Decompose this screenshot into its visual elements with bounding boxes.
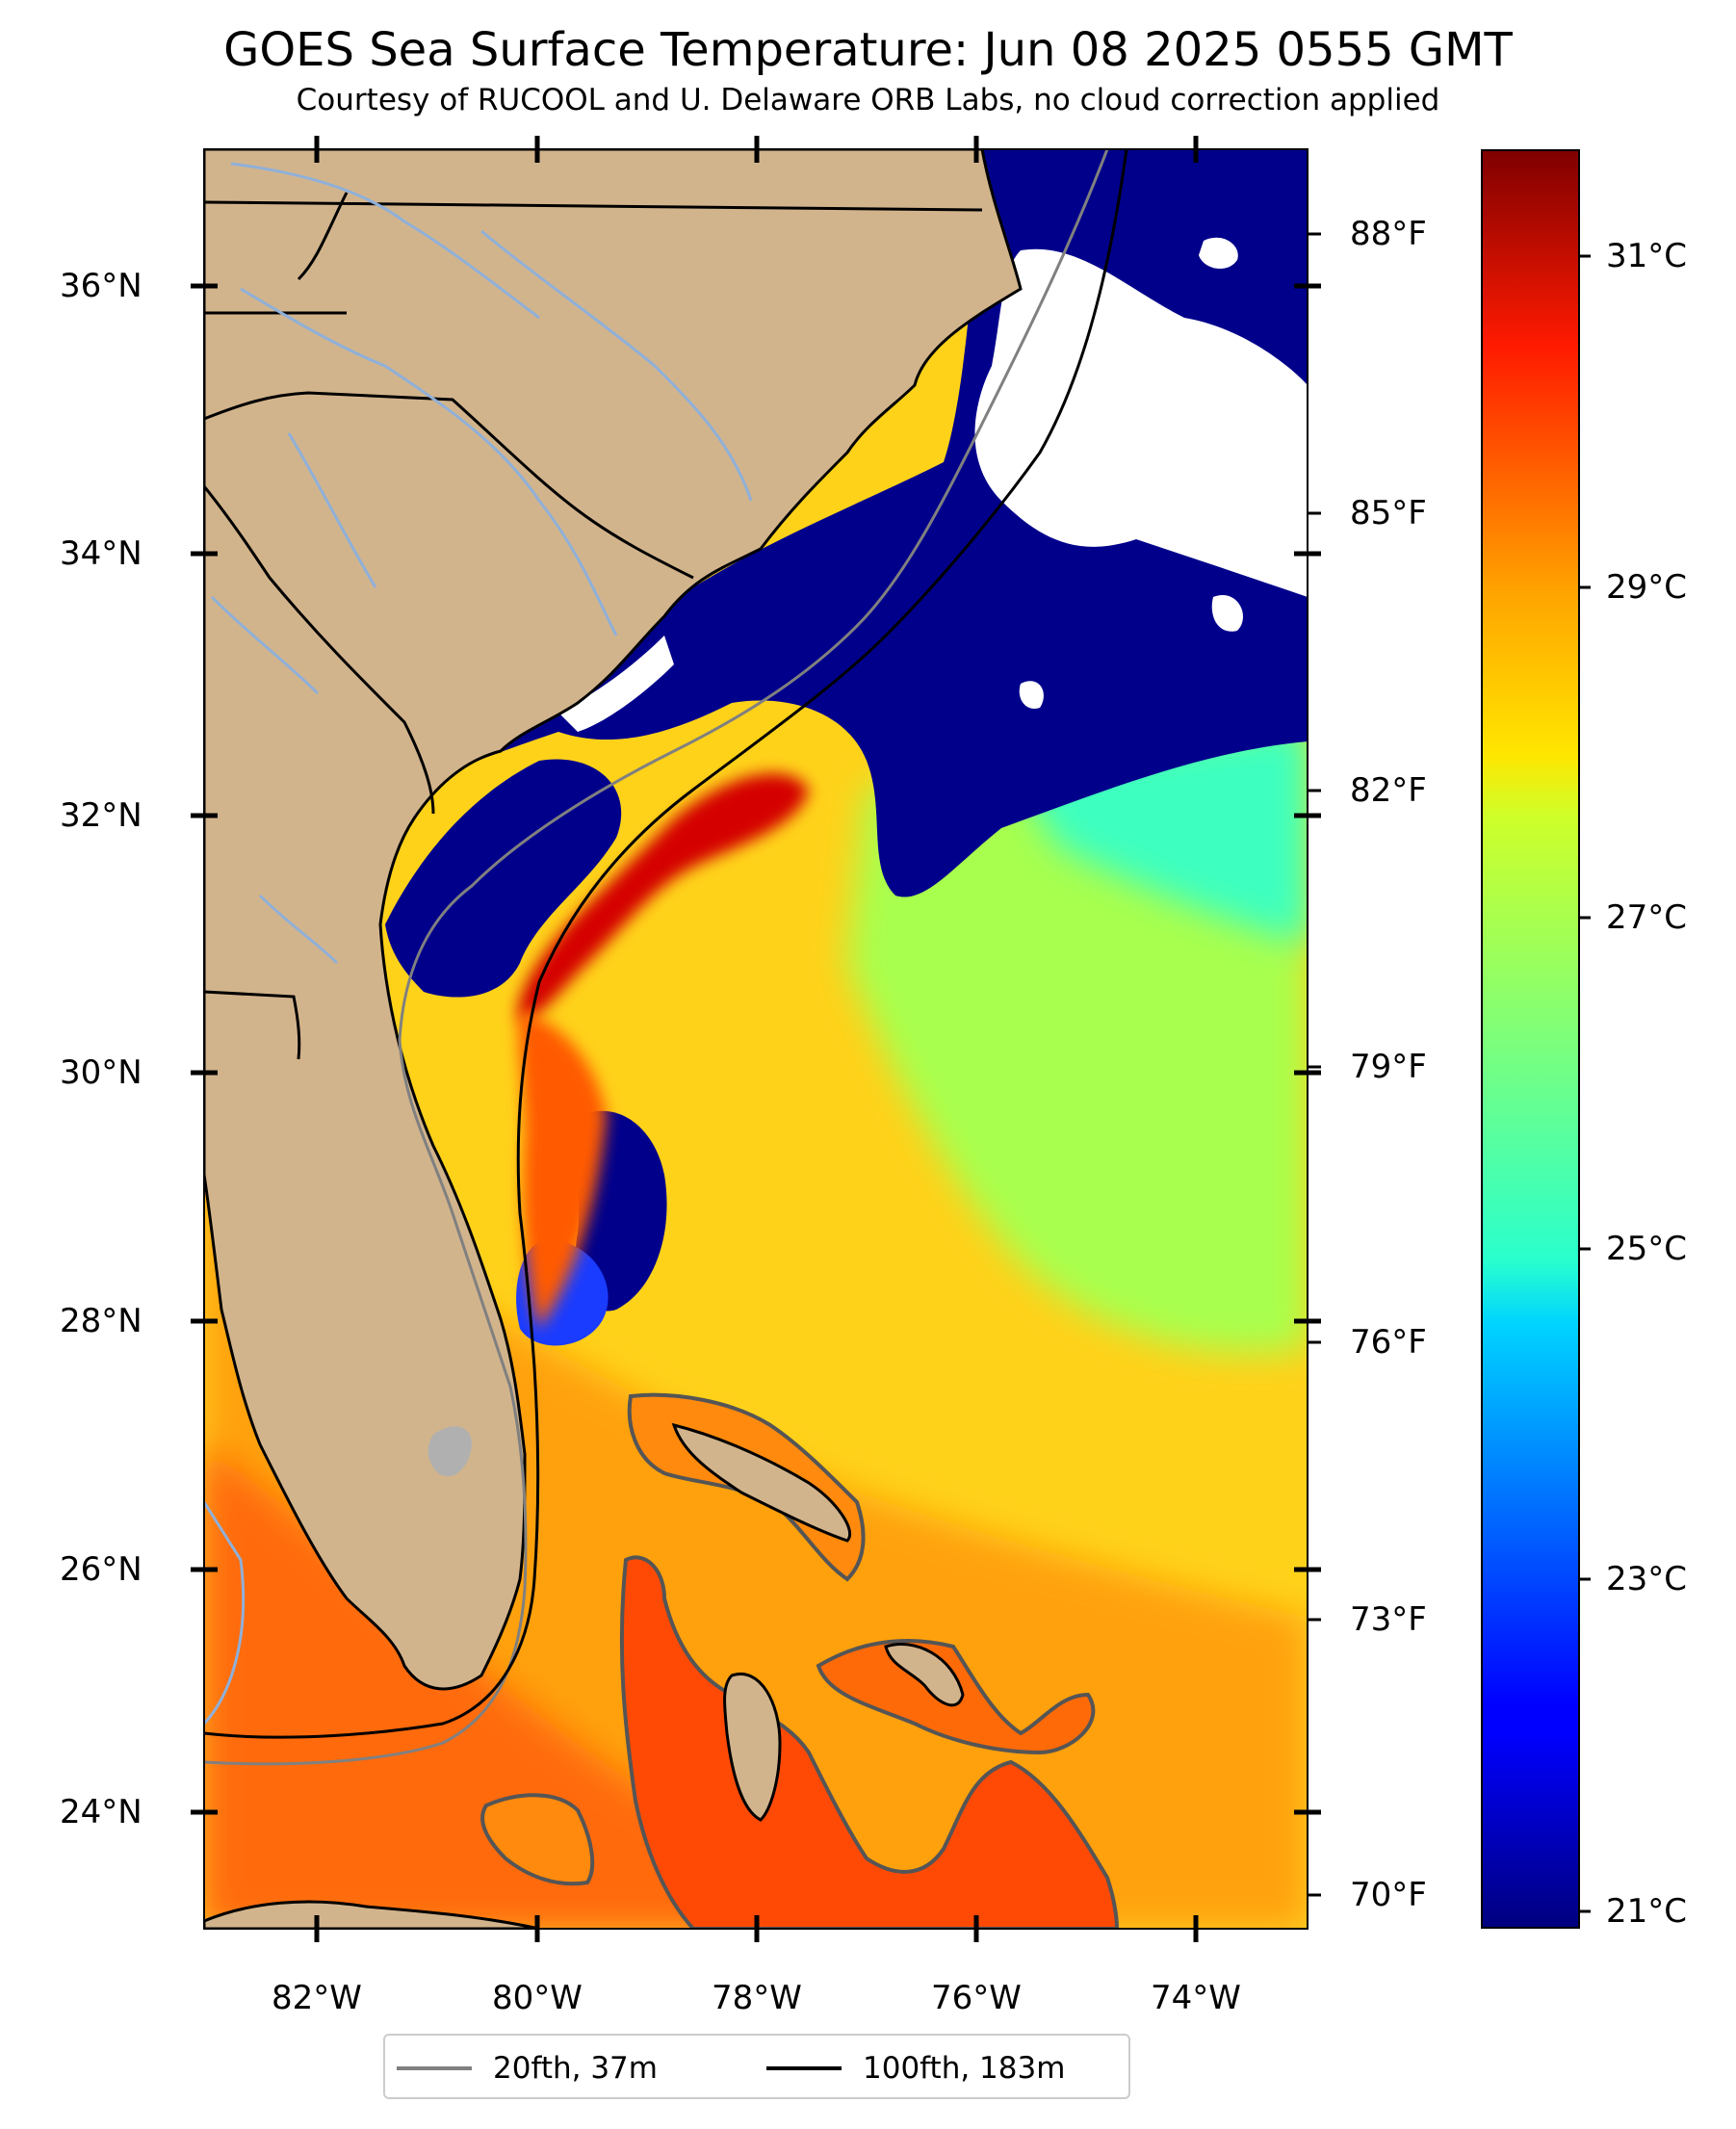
eleuthera [884,1642,965,1707]
contour-legend: 20fth, 37m 100fth, 183m [383,2034,1130,2099]
f-ticks [1308,232,1321,1897]
f-label-73: 73°F [1350,1600,1427,1639]
c-label-29: 29°C [1606,568,1688,607]
f-label-82: 82°F [1350,771,1427,810]
hot-south-water [204,1444,867,1929]
c-label-23: 23°C [1606,1560,1688,1598]
colorbar-ticks [1579,254,1591,1913]
lat-label-26: 26°N [60,1550,143,1589]
c-label-27: 27°C [1606,898,1688,937]
cay-sal-bank [480,1793,595,1886]
cloud-small [1019,681,1044,709]
f-label-85: 85°F [1350,494,1427,532]
cold-water-shelf [385,759,622,998]
lon-label-76: 76°W [931,1979,1022,2017]
lat-label-24: 24°N [60,1793,143,1831]
lat-label-34: 34°N [60,534,143,573]
lon-ticks [314,136,1199,1942]
c-label-31: 31°C [1606,237,1688,275]
c-label-21: 21°C [1606,1892,1688,1931]
legend-line-20fth [397,2066,472,2070]
bahamas-bank-great [619,1555,1120,1929]
gulf-stream-east-of-fl [518,1011,607,1329]
f-label-88: 88°F [1350,215,1427,253]
page-title: GOES Sea Surface Temperature: Jun 08 202… [223,23,1513,77]
f-label-76: 76°F [1350,1323,1427,1362]
lon-label-82: 82°W [272,1979,362,2017]
rivers [204,162,753,1726]
cloud-small-2 [1211,595,1243,632]
page-subtitle: Courtesy of RUCOOL and U. Delaware ORB L… [296,83,1440,117]
contour-20fth [204,149,1109,1766]
andros-island [723,1672,782,1822]
lat-ticks [191,283,1321,1815]
legend-label-20fth: 20fth, 37m [493,2051,658,2086]
legend-line-100fth [766,2066,842,2070]
colorbar [1481,149,1580,1929]
gulf-stream-core [518,773,809,1021]
land-us [204,149,1023,1691]
f-label-70: 70°F [1350,1876,1427,1914]
cloud-nw [1199,237,1238,270]
grand-bahama [671,1422,852,1543]
lat-label-28: 28°N [60,1302,143,1340]
lat-label-32: 32°N [60,796,143,835]
lake-okeechobee [428,1426,472,1477]
lon-label-80: 80°W [492,1979,583,2017]
state-boundaries [204,192,983,1060]
legend-label-100fth: 100fth, 183m [863,2051,1066,2086]
lat-label-30: 30°N [60,1053,143,1092]
cloud-main [974,248,1308,597]
lon-label-74: 74°W [1151,1979,1241,2017]
f-label-79: 79°F [1350,1048,1427,1086]
c-label-25: 25°C [1606,1230,1688,1268]
lon-label-78: 78°W [712,1979,802,2017]
cloud-coast [558,636,674,732]
land-cuba [204,1900,540,1929]
lat-label-36: 36°N [60,267,143,305]
contour-100fth [204,149,1128,1739]
